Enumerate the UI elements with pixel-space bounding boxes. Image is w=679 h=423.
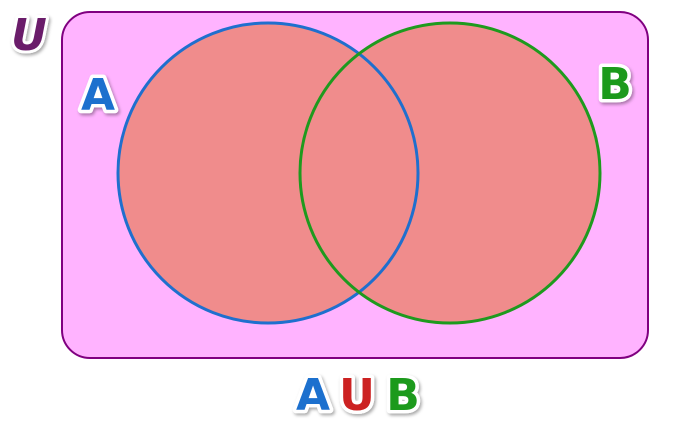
- caption-set-a: A: [296, 370, 330, 421]
- set-b-label: B: [598, 59, 632, 110]
- set-a-label: A: [81, 70, 115, 121]
- caption-union-symbol: U: [339, 370, 375, 421]
- universe-label: U: [11, 10, 47, 61]
- set-a-circle: [116, 21, 420, 325]
- set-b-circle: [298, 21, 602, 325]
- caption-set-b: B: [386, 370, 420, 421]
- set-b-fill: [300, 23, 600, 323]
